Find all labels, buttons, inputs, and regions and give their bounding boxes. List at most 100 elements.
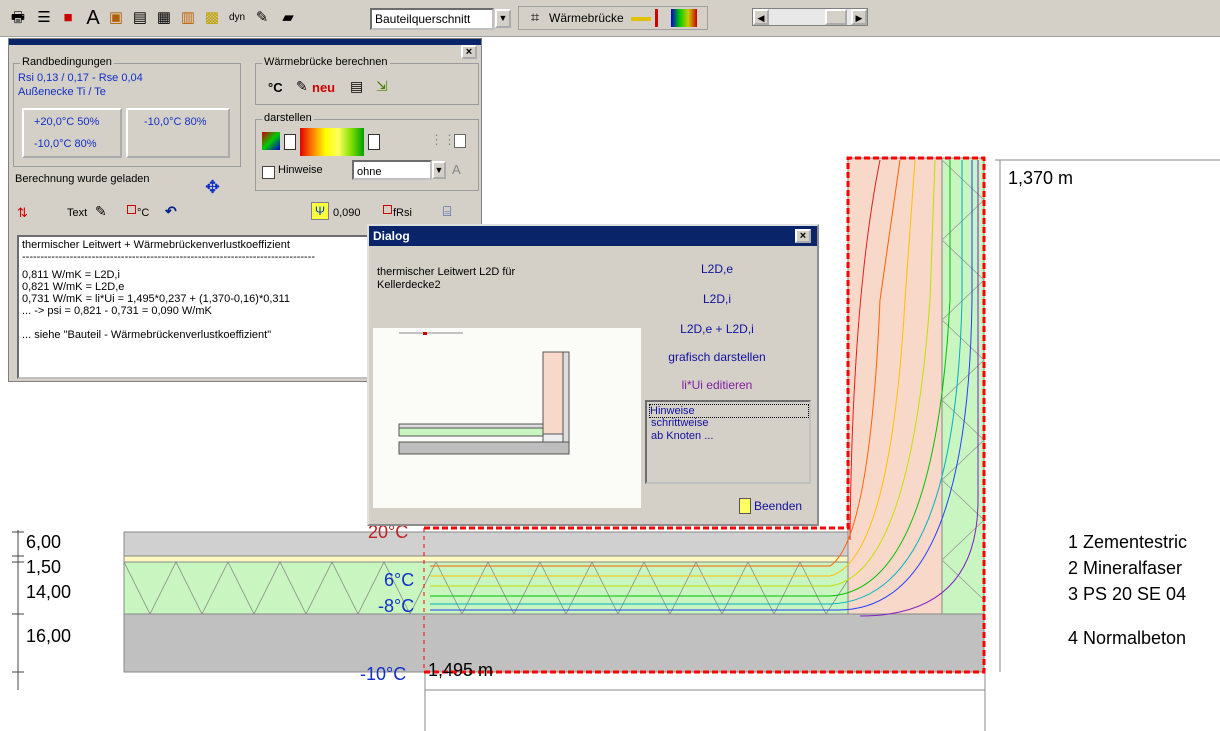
darstellen-group: darstellen ⋮⋮ Hinweise ohne ▼ A [255,112,479,191]
undo-icon[interactable]: ↶ [165,203,177,219]
view-select[interactable]: Bauteilquerschnitt [370,8,494,30]
ohne-select-dropdown[interactable]: ▼ [432,161,446,179]
beenden-icon [739,498,751,514]
hinweise-label: Hinweise [278,164,323,176]
temp-20-label: 20°C [368,522,409,542]
status-text: Berechnung wurde geladen [15,173,150,185]
grid-icon[interactable]: ⋮⋮ [430,132,456,147]
main-toolbar: 🖶 ☰ ■ A ▣ ▤ ▦ ▥ ▩ dyn ✎ ▰ Bauteilquersch… [0,0,1220,37]
color-palette-icon[interactable]: ■ [63,9,73,26]
dialog-titlebar[interactable]: Dialog [369,226,817,246]
horizontal-scrollbar[interactable]: ◀ ▶ [752,8,868,26]
list-item-ab-knoten[interactable]: ab Knoten ... [651,430,714,442]
l2de-link[interactable]: L2D,e [700,262,734,276]
print-icon[interactable]: 🖶 [10,9,26,26]
dialog-preview-image [373,328,641,508]
bridge-icon[interactable]: ⌗ [530,9,540,26]
l2di-link[interactable]: L2D,i [702,292,731,306]
open-icon[interactable]: ▣ [108,9,124,26]
font-size-button[interactable]: A [452,162,461,177]
randbedingungen-group: Randbedingungen Rsi 0,13 / 0,17 - Rse 0,… [13,56,241,167]
thickness-4: 16,00 [26,626,72,646]
layer-icon[interactable]: ▰ [282,9,294,26]
grafisch-darstellen-link[interactable]: grafisch darstellen [668,350,766,364]
sort-icon[interactable]: ⇅ [17,205,28,220]
copy-icon[interactable]: ▦ [156,9,172,26]
color-scale-icon[interactable] [671,9,697,27]
view-select-dropdown[interactable]: ▼ [495,9,511,28]
celsius-label[interactable]: °C [137,207,150,219]
chart-icon[interactable]: ⌸ [443,203,452,219]
legend-toggle-1[interactable] [284,134,296,150]
list-item-hinweise[interactable]: Hinweise [649,404,809,418]
l2de-plus-l2di-link[interactable]: L2D,e + L2D,i [680,322,754,336]
waermebruecke-label: Wärmebrücke [549,11,624,25]
thickness-3: 14,00 [26,582,72,602]
dyn-button[interactable]: dyn [228,12,246,23]
dialog-close-button[interactable]: × [795,229,811,243]
hinweise-checkbox[interactable] [262,166,275,179]
condition-inside-text: +20,0°C 50% [34,116,100,128]
condition-cell-inside[interactable]: +20,0°C 50% -10,0°C 80% [22,108,122,158]
randbedingungen-title: Randbedingungen [20,56,114,68]
move-icon[interactable]: ✥ [205,177,221,197]
temp-6-label: 6°C [384,570,415,590]
scroll-right-button[interactable]: ▶ [851,9,867,25]
report-icon[interactable]: ▤ [350,78,364,94]
list-icon[interactable]: ☰ [37,9,51,26]
save-icon[interactable]: ▤ [132,9,148,26]
frsi-marker-icon [383,205,392,214]
dialog-heading-line1: thermischer Leitwert L2D für [377,266,516,278]
ohne-select-value: ohne [357,166,382,178]
dimension-width: 1,495 m [428,660,494,680]
dialog-options-list[interactable]: Hinweise schrittweise ab Knoten ... [645,400,811,484]
font-icon[interactable]: A [86,7,100,29]
li-ui-editieren-link[interactable]: li*Ui editieren [681,378,753,392]
temp-minus10-label: -10°C [360,664,407,684]
list-item-schrittweise[interactable]: schrittweise [651,417,709,429]
text-edit-icon[interactable]: ✎ [95,203,107,219]
aussenecke-line: Außenecke Ti / Te [18,86,106,98]
temperature-field-preview[interactable] [300,128,364,156]
result-line-2: ----------------------------------------… [22,251,316,263]
result-line-7 [22,317,370,329]
psi-button[interactable]: Ψ [311,202,329,220]
line-style-icon[interactable] [631,17,651,21]
text-button[interactable]: Text [67,207,88,219]
control-panel: × Randbedingungen Rsi 0,13 / 0,17 - Rse … [8,38,482,382]
view-select-value: Bauteilquerschnitt [375,12,471,26]
result-line-1: thermischer Leitwert + Wärmebrückenverlu… [22,239,290,251]
result-line-4: 0,821 W/mK = L2D,e [22,281,125,293]
result-line-3: 0,811 W/mK = L2D,i [22,269,120,281]
rsi-line: Rsi 0,13 / 0,17 - Rse 0,04 [18,72,143,84]
dialog-heading-line2: Kellerdecke2 [377,279,441,291]
calculate-icon[interactable]: ✎ [296,78,308,94]
frsi-label[interactable]: fRsi [393,207,412,219]
scroll-thumb[interactable] [825,9,847,25]
dialog-window: Dialog × thermischer Leitwert L2D für Ke… [367,224,819,526]
grid-checkbox[interactable] [454,134,466,148]
panel-close-button[interactable]: × [461,45,477,59]
temp-minus8-label: -8°C [378,596,415,616]
export-icon[interactable]: ⇲ [376,78,388,94]
result-textarea[interactable]: thermischer Leitwert + Wärmebrückenverlu… [17,235,375,379]
beenden-button[interactable]: Beenden [754,499,803,513]
condition-outside-text: -10,0°C 80% [144,116,207,128]
edit-icon[interactable]: ✎ [255,9,269,26]
panel-titlebar[interactable] [9,39,481,45]
scroll-left-button[interactable]: ◀ [753,9,769,25]
new-button[interactable]: neu [312,80,336,95]
waermebruecke-group: ⌗ Wärmebrücke [518,6,708,30]
cross-section-drawing[interactable] [0,36,1220,731]
dialog-heading-area: thermischer Leitwert L2D für Kellerdecke… [373,250,641,328]
table-icon[interactable]: ▥ [180,9,196,26]
isolines-icon[interactable] [262,132,280,150]
celsius-marker-icon [127,205,136,214]
darstellen-title: darstellen [262,112,314,124]
layer-label-2: 2 Mineralfaser [1068,558,1183,578]
legend-toggle-2[interactable] [368,134,380,150]
ohne-select[interactable]: ohne [352,160,432,180]
condition-cell-outside[interactable]: -10,0°C 80% [126,108,230,158]
grid-icon[interactable]: ▩ [204,9,220,26]
celsius-button[interactable]: °C [268,80,283,95]
